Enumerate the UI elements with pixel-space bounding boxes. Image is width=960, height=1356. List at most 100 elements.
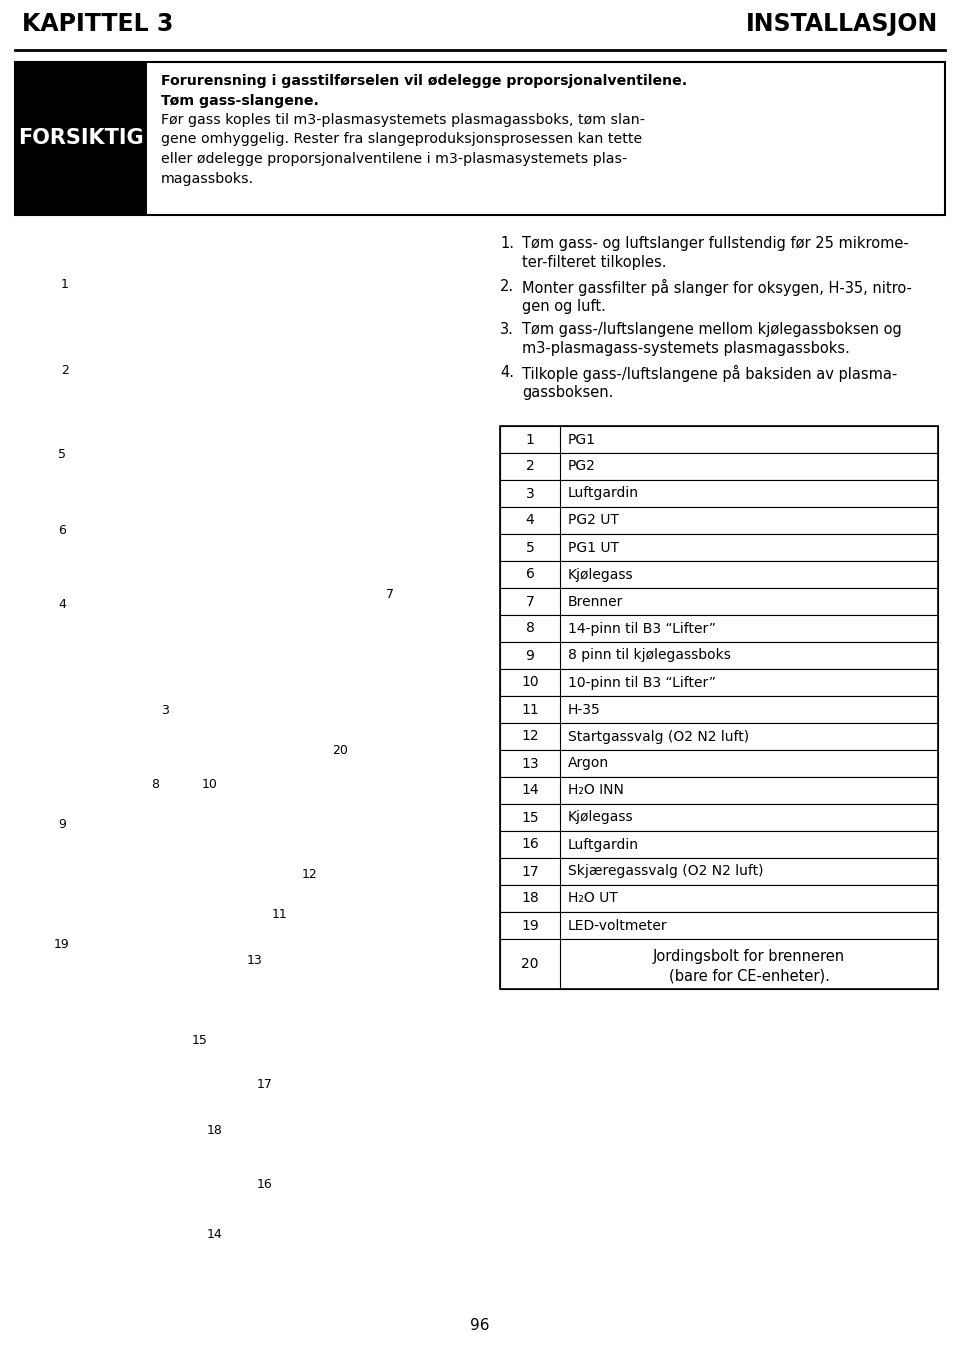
Text: 18: 18 (207, 1124, 223, 1136)
Circle shape (48, 811, 76, 839)
Text: magassboks.: magassboks. (161, 171, 254, 186)
Bar (500, 426, 938, 453)
Text: 20: 20 (332, 743, 348, 757)
Text: m3-plasmagass-systemets plasmagassboks.: m3-plasmagass-systemets plasmagassboks. (522, 342, 850, 357)
Circle shape (151, 696, 179, 724)
Text: KAPITTEL 3: KAPITTEL 3 (22, 12, 174, 37)
Text: PG1: PG1 (568, 433, 596, 446)
Circle shape (326, 736, 354, 763)
Circle shape (241, 946, 269, 974)
Circle shape (251, 1172, 279, 1199)
Text: 17: 17 (521, 865, 539, 879)
Text: Brenner: Brenner (568, 594, 623, 609)
Text: Forurensning i gasstilførselen vil ødelegge proporsjonalventilene.: Forurensning i gasstilførselen vil ødele… (161, 75, 687, 88)
Text: 2.: 2. (500, 279, 515, 294)
Bar (500, 750, 938, 777)
Bar (500, 480, 938, 507)
Text: 10: 10 (202, 778, 218, 792)
Text: 15: 15 (192, 1033, 208, 1047)
Text: Argon: Argon (568, 757, 610, 770)
Circle shape (48, 441, 76, 469)
Bar (500, 696, 938, 723)
Text: 1: 1 (61, 278, 69, 292)
Text: 14: 14 (521, 784, 539, 797)
Text: 11: 11 (272, 909, 288, 922)
Text: gen og luft.: gen og luft. (522, 298, 606, 313)
Text: 3: 3 (526, 487, 535, 500)
Text: 13: 13 (247, 953, 263, 967)
Text: 8 pinn til kjølegassboks: 8 pinn til kjølegassboks (568, 648, 731, 663)
Text: Monter gassfilter på slanger for oksygen, H-35, nitro-: Monter gassfilter på slanger for oksygen… (522, 279, 912, 296)
Text: Jordingsbolt for brenneren: Jordingsbolt for brenneren (653, 949, 845, 964)
Text: 10: 10 (521, 675, 539, 689)
Text: PG1 UT: PG1 UT (568, 541, 619, 555)
Text: Tilkople gass-/luftslangene på baksiden av plasma-: Tilkople gass-/luftslangene på baksiden … (522, 365, 898, 382)
Text: 12: 12 (302, 868, 318, 881)
Text: 5: 5 (58, 449, 66, 461)
Text: 1.: 1. (500, 236, 514, 251)
Text: H₂O INN: H₂O INN (568, 784, 624, 797)
Bar (500, 641, 938, 669)
Text: 8: 8 (525, 621, 535, 636)
Bar (500, 858, 938, 885)
Text: 4: 4 (58, 598, 66, 612)
Text: (bare for CE-enheter).: (bare for CE-enheter). (668, 968, 829, 983)
Bar (500, 913, 938, 938)
Text: 14: 14 (207, 1229, 223, 1242)
Bar (500, 669, 938, 696)
Text: 15: 15 (521, 811, 539, 824)
Text: 18: 18 (521, 891, 539, 906)
Text: 6: 6 (525, 568, 535, 582)
Text: 96: 96 (470, 1318, 490, 1333)
Text: 11: 11 (521, 702, 539, 716)
Text: FORSIKTIG: FORSIKTIG (18, 129, 144, 149)
Bar (500, 534, 938, 561)
Text: 7: 7 (386, 589, 394, 602)
Text: 19: 19 (521, 918, 539, 933)
Text: 4.: 4. (500, 365, 514, 380)
Circle shape (48, 517, 76, 544)
Circle shape (51, 357, 79, 384)
Text: H₂O UT: H₂O UT (568, 891, 617, 906)
Text: 13: 13 (521, 757, 539, 770)
Circle shape (48, 932, 76, 959)
Text: Tøm gass-/luftslangene mellom kjølegassboksen og: Tøm gass-/luftslangene mellom kjølegassb… (522, 321, 901, 338)
Text: Tøm gass- og luftslanger fullstendig før 25 mikrome-: Tøm gass- og luftslanger fullstendig før… (522, 236, 909, 251)
Text: Startgassvalg (O2 N2 luft): Startgassvalg (O2 N2 luft) (568, 730, 749, 743)
Bar (500, 723, 938, 750)
Text: ter-filteret tilkoples.: ter-filteret tilkoples. (522, 255, 666, 270)
Text: 9: 9 (58, 819, 66, 831)
Text: 2: 2 (526, 460, 535, 473)
Text: Før gass koples til m3-plasmasystemets plasmagassboks, tøm slan-: Før gass koples til m3-plasmasystemets p… (161, 113, 645, 127)
Text: 9: 9 (525, 648, 535, 663)
Text: gassboksen.: gassboksen. (522, 385, 613, 400)
Text: 12: 12 (521, 730, 539, 743)
Text: Luftgardin: Luftgardin (568, 838, 639, 852)
Text: 19: 19 (54, 938, 70, 952)
Circle shape (51, 271, 79, 300)
Circle shape (186, 1026, 214, 1054)
Text: 17: 17 (257, 1078, 273, 1092)
Circle shape (266, 900, 294, 929)
Circle shape (141, 772, 169, 799)
Text: 16: 16 (521, 838, 539, 852)
Text: Kjølegass: Kjølegass (568, 568, 634, 582)
Text: PG2 UT: PG2 UT (568, 514, 619, 527)
Bar (500, 804, 938, 831)
Circle shape (376, 580, 404, 609)
Circle shape (201, 1220, 229, 1249)
Text: 10-pinn til B3 “Lifter”: 10-pinn til B3 “Lifter” (568, 675, 716, 689)
Bar (500, 616, 938, 641)
Text: 2: 2 (61, 363, 69, 377)
Text: 8: 8 (151, 778, 159, 792)
Bar (500, 453, 938, 480)
Bar (500, 885, 938, 913)
Text: 14-pinn til B3 “Lifter”: 14-pinn til B3 “Lifter” (568, 621, 716, 636)
Text: 20: 20 (521, 957, 539, 971)
Bar (500, 831, 938, 858)
Bar (500, 938, 938, 989)
Text: 4: 4 (526, 514, 535, 527)
Text: PG2: PG2 (568, 460, 596, 473)
Text: H-35: H-35 (568, 702, 601, 716)
Text: eller ødelegge proporsjonalventilene i m3-plasmasystemets plas-: eller ødelegge proporsjonalventilene i m… (161, 152, 627, 165)
